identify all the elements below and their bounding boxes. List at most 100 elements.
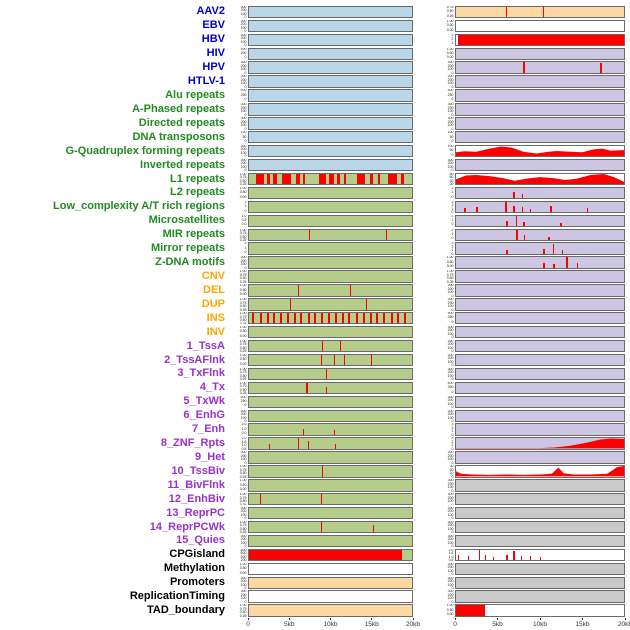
y-tick-label: 0	[244, 138, 247, 143]
signal-bar	[369, 173, 373, 185]
track-panel-right	[455, 256, 625, 269]
row-label: Inverted repeats	[140, 158, 225, 171]
y-tick-label: 200	[240, 161, 247, 166]
y-tick-label: 100	[240, 164, 247, 169]
signal-bar	[521, 206, 523, 213]
signal-bar	[302, 428, 304, 435]
row-label: CPGisland	[169, 548, 225, 561]
track-panel-right	[455, 339, 625, 353]
y-axis-ticks: 300 200 100 0	[230, 75, 248, 87]
track-panel-left	[248, 298, 413, 311]
y-tick-label: 0.75	[239, 606, 247, 611]
y-tick-label: 300	[447, 75, 454, 79]
y-axis-ticks: 300 200 100 0	[230, 145, 248, 157]
y-tick-label: 200	[447, 412, 454, 416]
y-tick-label: 1.00	[239, 562, 247, 566]
y-axis-ticks: 300 200 100 0	[230, 159, 248, 171]
y-tick-label: 100	[240, 262, 247, 267]
signal-bar	[484, 554, 486, 561]
signal-bar	[320, 494, 322, 505]
row-label: TAD_boundary	[146, 604, 225, 617]
y-tick-label: 2	[244, 200, 247, 204]
y-tick-label: 0	[451, 432, 454, 436]
y-tick-label: 0.50	[239, 329, 247, 334]
y-tick-label: 200	[447, 592, 454, 597]
track-panel-right	[455, 451, 625, 464]
signal-bar	[377, 173, 381, 185]
signal-bar	[513, 550, 515, 561]
y-tick-label: 1.00	[239, 465, 247, 469]
y-tick-label: 200	[240, 105, 247, 110]
signal-bar	[516, 229, 519, 240]
row-label: Directed repeats	[138, 116, 225, 129]
y-tick-label: 0	[244, 250, 247, 255]
y-tick-label: 100	[240, 131, 247, 135]
y-axis-ticks: 300 200 100 0	[230, 451, 248, 463]
y-tick-label: 2	[451, 186, 454, 190]
track-panel-left	[248, 339, 413, 353]
y-tick-label: 3	[451, 33, 454, 37]
signal-bar	[266, 313, 269, 324]
signal-bar	[521, 193, 523, 199]
y-axis-ticks: 1.000.750.500.250.00	[230, 270, 248, 282]
track-row: L2 repeats 1.00 0.50 0.00 2 1 0	[0, 186, 630, 200]
track-panel-left	[248, 242, 413, 255]
signal-bar	[457, 554, 460, 561]
y-tick-label: 100	[240, 457, 247, 462]
y-tick-label: 0	[451, 530, 454, 534]
track-panel-right	[455, 172, 625, 186]
signal-bar	[543, 262, 545, 268]
y-tick-label: 0	[451, 293, 454, 297]
y-tick-label: 300	[240, 506, 247, 510]
y-tick-label: 1.00	[239, 353, 247, 357]
y-tick-label: 100	[240, 39, 247, 44]
signal-bar	[297, 285, 299, 296]
y-tick-label: 100	[447, 373, 454, 378]
y-tick-label: 0	[451, 222, 454, 227]
y-tick-label: 200	[447, 398, 454, 403]
y-tick-label: 200	[240, 77, 247, 82]
track-row: A-Phased repeats 300 200 100 0 300 200 100 0	[0, 102, 630, 116]
row-label: HTLV-1	[187, 75, 225, 88]
y-axis-ticks: 300 200 100 0	[437, 396, 455, 408]
y-tick-label: 0	[451, 363, 454, 367]
y-axis-ticks: 30 20 10 0	[437, 465, 455, 477]
y-tick-label: 1.00	[239, 312, 247, 316]
y-tick-label: 300	[240, 158, 247, 162]
y-axis-ticks: 1.00 0.50 0.00	[437, 20, 455, 32]
track-row: EBV 300 200 100 0 1.00 0.50 0.00	[0, 19, 630, 33]
y-tick-label: 0.00	[446, 27, 454, 32]
y-axis-ticks: 300 200 100 0	[230, 61, 248, 73]
y-tick-label: 300	[447, 534, 454, 538]
y-tick-label: 0.75	[239, 384, 247, 389]
y-tick-label: 100	[447, 457, 454, 462]
signal-bar	[350, 285, 352, 296]
y-tick-label: 200	[447, 300, 454, 305]
y-tick-label: 1.00	[446, 256, 454, 260]
y-tick-label: 0.75	[239, 523, 247, 528]
y-tick-label: 0.50	[239, 276, 247, 281]
signal-bar	[543, 248, 545, 254]
y-axis-ticks: 100 50 0	[437, 145, 455, 157]
y-tick-label: 0	[244, 97, 247, 102]
signal-bar	[600, 62, 603, 73]
track-panel-right	[455, 381, 625, 395]
signal-bar	[504, 202, 507, 213]
y-axis-ticks: 300 200 100 0	[437, 368, 455, 380]
track-panel-left	[248, 590, 413, 603]
y-axis-ticks: 2.0 1.0 0.0	[230, 423, 248, 435]
track-panel-left	[248, 256, 413, 269]
y-axis-ticks: 300 200 100 0	[437, 103, 455, 115]
y-axis-ticks: 0.75 0.50 0.25	[437, 6, 455, 18]
track-panel-right	[455, 506, 625, 520]
y-tick-label: 500	[447, 381, 454, 385]
y-tick-label: 300	[447, 506, 454, 510]
y-tick-label: 100	[447, 415, 454, 420]
y-axis-ticks: 1.000.750.500.250.00	[230, 298, 248, 310]
y-tick-label: 0	[451, 516, 454, 520]
track-panel-right	[455, 75, 625, 88]
y-axis-ticks: 1.000.750.500.250.00	[230, 521, 248, 533]
